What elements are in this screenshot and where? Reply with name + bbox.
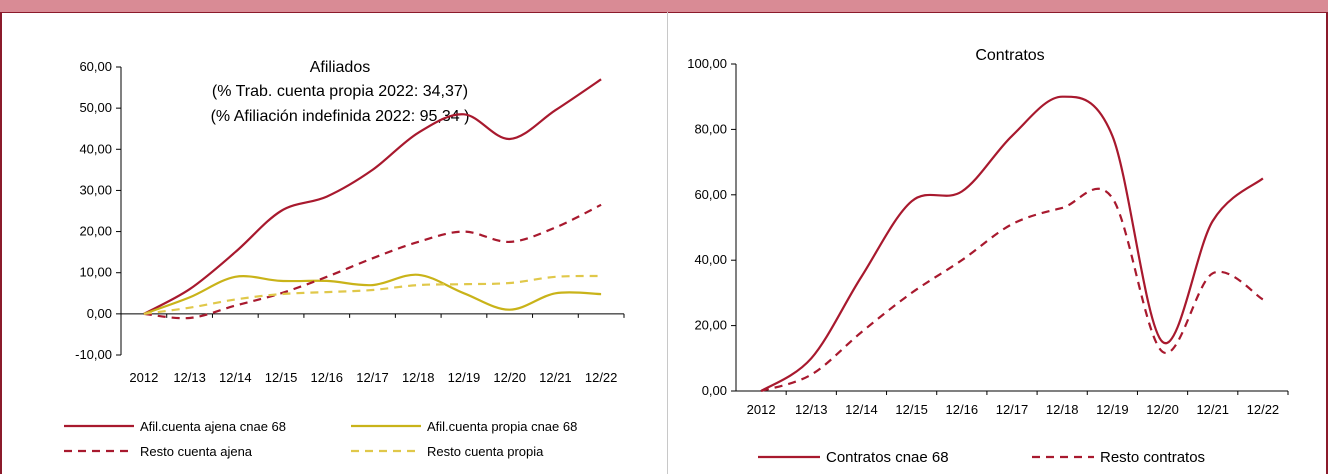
chart-subtitle-2: (% Afiliación indefinida 2022: 95,34 ) bbox=[211, 108, 470, 125]
series-line-1 bbox=[760, 95, 1264, 392]
x-tick-label: 12/19 bbox=[448, 370, 481, 385]
y-tick-label: 60,00 bbox=[694, 187, 727, 202]
y-tick-label: 20,00 bbox=[79, 224, 112, 239]
y-tick-label: 0,00 bbox=[87, 306, 112, 321]
afiliados-chart: Afiliados (% Trab. cuenta propia 2022: 3… bbox=[64, 59, 625, 459]
x-tick-label: 12/20 bbox=[493, 370, 526, 385]
y-tick-label: 30,00 bbox=[79, 182, 112, 197]
x-tick-label: 12/14 bbox=[219, 370, 252, 385]
x-tick-label: 2012 bbox=[747, 402, 776, 417]
x-tick-label: 12/20 bbox=[1146, 402, 1179, 417]
y-tick-label: 20,00 bbox=[694, 318, 727, 333]
x-tick-label: 12/17 bbox=[996, 402, 1029, 417]
series-line-2 bbox=[143, 273, 602, 315]
y-tick-label: -10,00 bbox=[75, 347, 112, 362]
legend-label: Resto contratos bbox=[1100, 449, 1205, 466]
x-tick-label: 12/17 bbox=[356, 370, 389, 385]
y-tick-label: 0,00 bbox=[702, 383, 727, 398]
x-tick-label: 12/19 bbox=[1096, 402, 1129, 417]
legend-label: Resto cuenta ajena bbox=[140, 444, 253, 459]
legend-label: Resto cuenta propia bbox=[427, 444, 544, 459]
header-bar bbox=[0, 0, 1328, 13]
contratos-chart: Contratos 0,00 20,00 40,00 60,00 80,00 100,00… bbox=[687, 47, 1289, 466]
x-tick-label: 12/21 bbox=[539, 370, 572, 385]
x-tick-label: 12/13 bbox=[795, 402, 828, 417]
x-tick-label: 12/16 bbox=[946, 402, 979, 417]
legend-label: Afil.cuenta propia cnae 68 bbox=[427, 419, 577, 434]
panel-divider bbox=[667, 12, 668, 474]
chart-title: Contratos bbox=[975, 47, 1044, 64]
y-tick-label: 100,00 bbox=[687, 56, 727, 71]
x-tick-label: 12/14 bbox=[845, 402, 878, 417]
series-line-4 bbox=[143, 274, 602, 315]
legend-label: Contratos cnae 68 bbox=[826, 449, 949, 466]
y-tick-label: 80,00 bbox=[694, 121, 727, 136]
y-tick-label: 40,00 bbox=[694, 252, 727, 267]
x-tick-label: 12/18 bbox=[402, 370, 435, 385]
x-tick-label: 12/22 bbox=[1247, 402, 1280, 417]
x-tick-label: 12/15 bbox=[895, 402, 928, 417]
chart-title: Afiliados bbox=[310, 59, 370, 76]
left-border bbox=[0, 12, 2, 474]
series-line-3 bbox=[143, 203, 602, 320]
x-tick-label: 12/21 bbox=[1196, 402, 1229, 417]
chart-subtitle-1: (% Trab. cuenta propia 2022: 34,37) bbox=[212, 83, 468, 100]
series-line-2 bbox=[760, 187, 1264, 393]
x-tick-label: 2012 bbox=[129, 370, 158, 385]
x-tick-label: 12/18 bbox=[1046, 402, 1079, 417]
y-tick-label: 50,00 bbox=[79, 100, 112, 115]
x-tick-label: 12/15 bbox=[265, 370, 298, 385]
legend-label: Afil.cuenta ajena cnae 68 bbox=[140, 419, 286, 434]
y-tick-label: 10,00 bbox=[79, 265, 112, 280]
right-border bbox=[1326, 12, 1328, 474]
x-tick-label: 12/13 bbox=[173, 370, 206, 385]
x-tick-label: 12/16 bbox=[310, 370, 343, 385]
y-tick-label: 60,00 bbox=[79, 59, 112, 74]
y-tick-label: 40,00 bbox=[79, 141, 112, 156]
x-tick-label: 12/22 bbox=[585, 370, 618, 385]
series-line-1 bbox=[143, 78, 602, 315]
